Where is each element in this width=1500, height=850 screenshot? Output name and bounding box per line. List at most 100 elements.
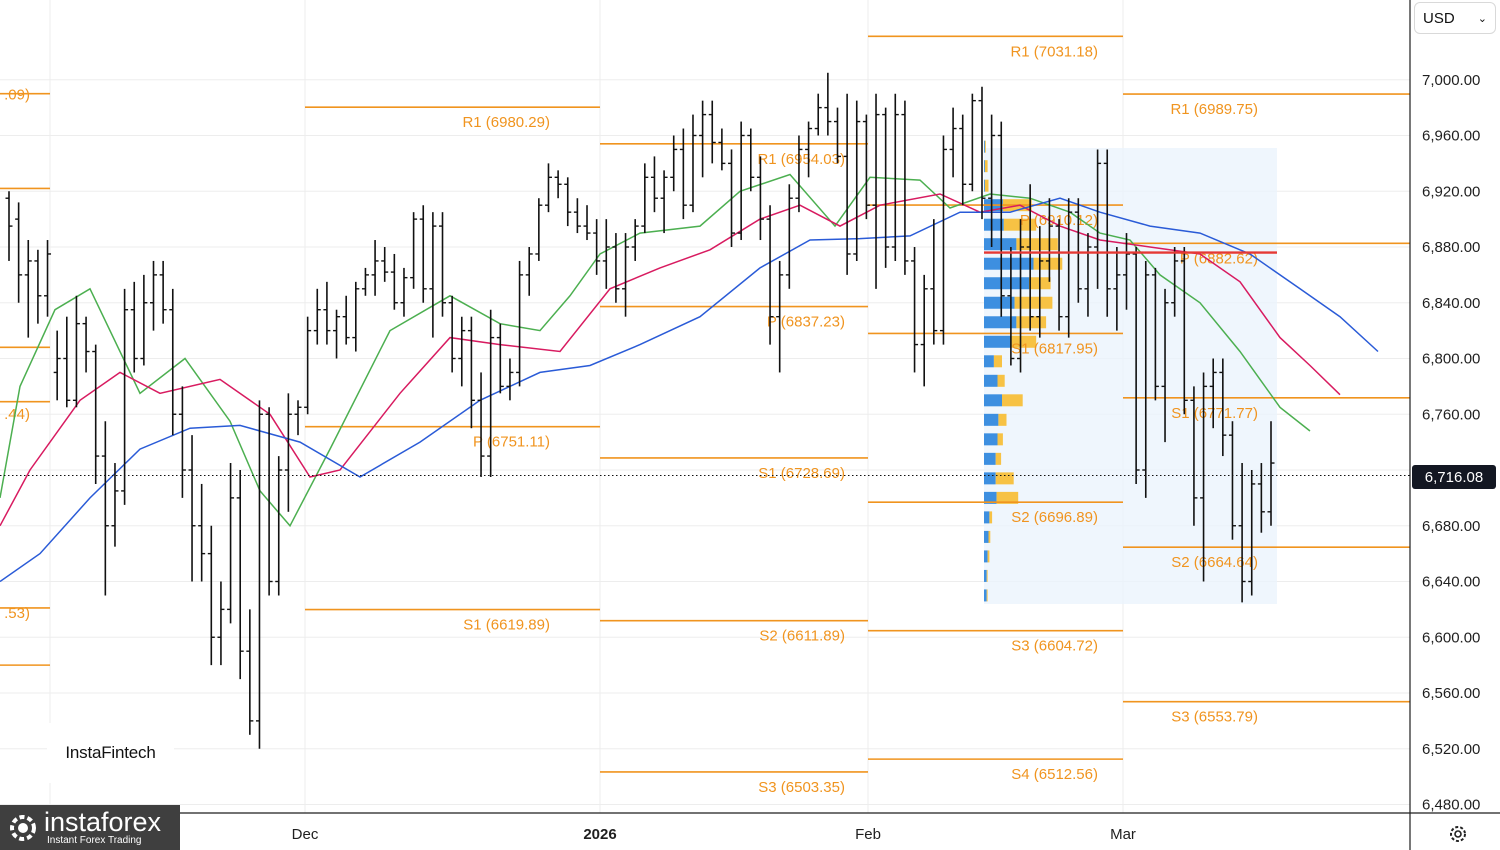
price-bar [737, 121, 745, 241]
profile-bar-down [986, 589, 988, 602]
price-bar [159, 260, 167, 324]
price-bar [342, 295, 350, 345]
price-bars [5, 72, 1275, 749]
price-bar [1151, 267, 1159, 401]
price-bar [939, 135, 947, 345]
price-bar [1036, 226, 1044, 338]
price-bar [487, 309, 495, 477]
profile-bar-down [1011, 335, 1037, 348]
profile-bar-down [996, 491, 1019, 504]
price-bar [207, 525, 215, 666]
price-bar [429, 212, 437, 338]
price-bar [949, 107, 957, 178]
profile-bar-up [984, 433, 998, 446]
price-bar [833, 107, 841, 164]
price-bar [92, 344, 100, 484]
price-bar [1026, 184, 1034, 331]
pivot-label: S2 (6611.89) [759, 628, 845, 645]
moving-average-line-1 [0, 173, 1311, 528]
price-bar [458, 316, 466, 387]
x-tick-label: Mar [1110, 826, 1136, 843]
price-bar [882, 107, 890, 268]
price-bar [1238, 463, 1246, 603]
x-tick-label: 2026 [583, 826, 616, 843]
profile-bar-up [984, 491, 997, 504]
price-bar [150, 260, 158, 331]
y-tick-label: 6,840.00 [1422, 295, 1480, 312]
profile-bar-up [984, 511, 990, 524]
watermark-tagline: Instant Forex Trading [47, 835, 142, 846]
profile-bar-up [984, 218, 1004, 231]
price-bar [255, 400, 263, 749]
pivot-label: P (6837.23) [767, 314, 845, 331]
profile-bar-up [984, 296, 1015, 309]
price-bar [1161, 288, 1169, 443]
price-bar [506, 358, 514, 401]
price-overlay [0, 251, 1410, 476]
y-tick-label: 6,960.00 [1422, 128, 1480, 145]
price-bar [227, 463, 235, 624]
pivot-label: S2 (6664.64) [1171, 554, 1258, 571]
profile-bar-up [984, 160, 985, 173]
price-bar [24, 240, 32, 338]
profile-bar-down [988, 530, 991, 543]
price-bar [1065, 198, 1073, 338]
price-bar [467, 316, 475, 429]
last-price-tag: 6,716.08 [1412, 465, 1496, 489]
profile-bar-down [984, 160, 988, 173]
price-bar [1142, 260, 1150, 498]
price-bar [997, 121, 1005, 317]
price-bar [294, 400, 302, 436]
settings-gear-icon[interactable] [1447, 823, 1469, 845]
price-bar [872, 93, 880, 289]
pivot-label: S3 (6503.35) [758, 779, 845, 796]
price-bar [15, 202, 23, 303]
price-bar [265, 407, 273, 596]
profile-bar-up [984, 335, 1011, 348]
price-bar [400, 267, 408, 317]
profile-bar-up [984, 452, 996, 465]
price-bar [544, 163, 552, 213]
price-bar [390, 253, 398, 310]
price-bar [246, 609, 254, 735]
price-bar [1113, 247, 1121, 331]
price-bar [217, 581, 225, 666]
price-bar [111, 463, 119, 547]
price-bar [660, 170, 668, 234]
instaforex-gear-logo-icon [10, 815, 36, 841]
profile-bar-down [986, 569, 988, 582]
price-bar [130, 281, 138, 373]
last-price-value: 6,716.08 [1424, 468, 1484, 486]
profile-bar-down [995, 452, 1002, 465]
price-bar [631, 219, 639, 261]
y-tick-label: 6,760.00 [1422, 406, 1480, 423]
y-tick-label: 6,600.00 [1422, 629, 1480, 646]
watermark-name: instaforex [44, 807, 162, 837]
chevron-down-icon: ⌄ [1477, 12, 1487, 25]
price-bar [891, 93, 899, 261]
y-tick-label: 6,560.00 [1422, 685, 1480, 702]
price-bar [121, 288, 129, 505]
price-bar [1267, 421, 1275, 526]
profile-bar-up [984, 277, 1029, 290]
price-bar [699, 100, 707, 178]
price-bar [72, 295, 80, 408]
price-bar [602, 219, 610, 289]
volume-profile [984, 140, 1277, 604]
price-bar [641, 163, 649, 234]
profile-bar-down [993, 355, 1002, 368]
profile-bar-up [984, 140, 985, 153]
price-bar [612, 233, 620, 303]
currency-selector[interactable]: USD ⌄ [1414, 2, 1496, 34]
y-tick-label: 6,520.00 [1422, 741, 1480, 758]
y-tick-label: 6,920.00 [1422, 183, 1480, 200]
price-bar [1045, 198, 1053, 282]
moving-average-line-2 [0, 193, 1341, 527]
y-tick-label: 6,800.00 [1422, 351, 1480, 368]
y-tick-label: 6,680.00 [1422, 518, 1480, 535]
pivot-label: S3 (6604.72) [1011, 638, 1098, 655]
price-bar [901, 100, 909, 275]
profile-bar-down [987, 550, 990, 563]
price-bar [805, 121, 813, 178]
